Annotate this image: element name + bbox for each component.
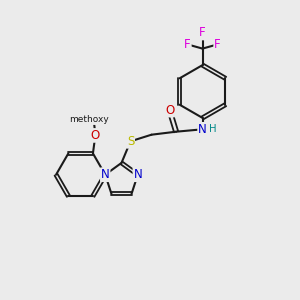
Text: O: O	[165, 103, 174, 117]
Text: F: F	[184, 38, 191, 51]
Text: methoxy: methoxy	[70, 115, 109, 124]
Text: H: H	[209, 124, 216, 134]
Text: N: N	[134, 168, 142, 181]
Text: N: N	[101, 168, 110, 181]
Text: F: F	[214, 38, 221, 51]
Text: N: N	[198, 123, 207, 136]
Text: O: O	[91, 129, 100, 142]
Text: F: F	[199, 26, 206, 40]
Text: S: S	[127, 135, 134, 148]
